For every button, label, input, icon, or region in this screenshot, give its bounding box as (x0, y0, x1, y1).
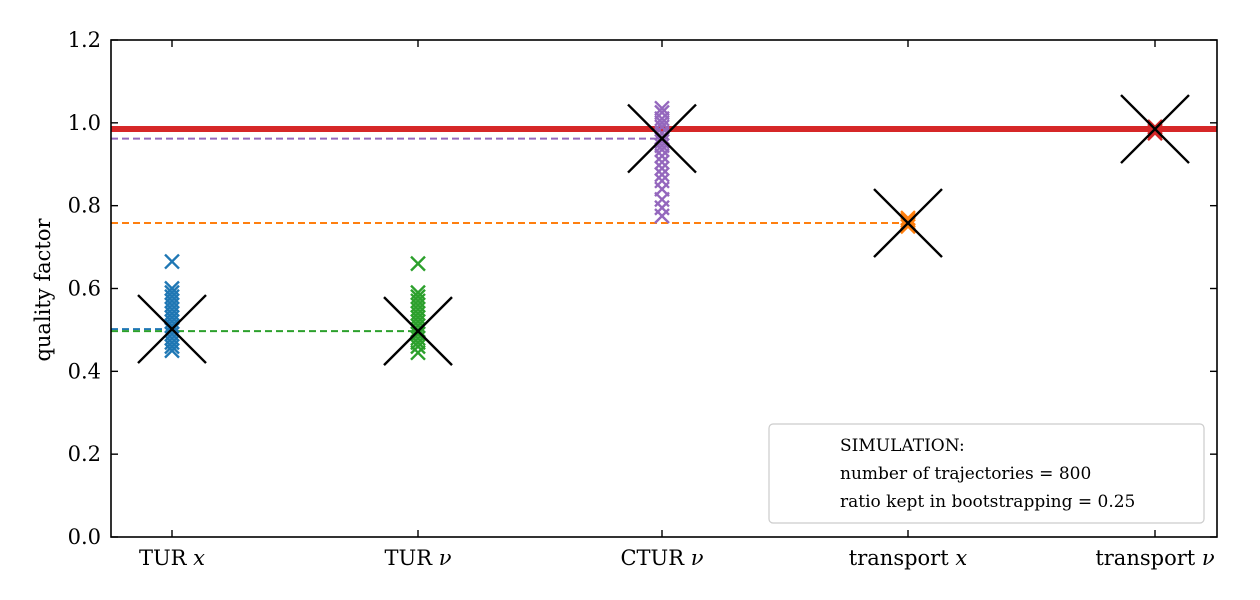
mean-marker-5 (1120, 94, 1190, 164)
sample-marker-4-5-stroke-b (900, 218, 916, 235)
sample-marker-3-13-stroke-b (654, 160, 670, 177)
x-tick-label-var-3: ν (691, 546, 704, 570)
x-tick-label-4: transport x (849, 546, 968, 570)
x-tick-label-text-2: TUR (385, 546, 439, 570)
sample-marker-3-10-stroke-b (654, 141, 670, 158)
sample-marker-2-1-stroke-b (410, 255, 426, 272)
mean-marker-1 (137, 294, 207, 364)
y-tick-label-6: 1.0 (68, 111, 101, 135)
sample-marker-3-13 (654, 160, 670, 177)
mean-marker-2-stroke-b (383, 296, 453, 367)
legend-line-3: ratio kept in bootstrapping = 0.25 (840, 492, 1135, 512)
sample-marker-1-1-stroke-b (164, 253, 180, 270)
sample-marker-1-17-stroke-b (164, 342, 180, 359)
y-tick-label-2: 0.2 (68, 442, 101, 466)
x-tick-label-3: CTUR ν (620, 546, 703, 570)
y-tick-label-3: 0.4 (68, 359, 101, 383)
mean-marker-4-stroke-b (873, 188, 943, 258)
mean-marker-1-stroke-b (137, 294, 207, 364)
sample-marker-3-19 (654, 208, 670, 224)
sample-marker-1-17 (164, 342, 180, 359)
y-tick-label-7: 1.2 (68, 28, 101, 52)
sample-marker-3-14 (654, 166, 670, 183)
mean-marker-2 (383, 296, 453, 367)
y-tick-label-1: 0.0 (68, 525, 101, 549)
legend-frame (768, 423, 1205, 524)
sample-marker-2-15 (410, 338, 426, 355)
sample-marker-5-3-stroke-b (1147, 123, 1163, 139)
legend-line-1: SIMULATION: (840, 436, 965, 456)
x-tick-label-2: TUR ν (385, 546, 452, 570)
sample-marker-4-2 (900, 212, 916, 229)
x-tick-label-text-3: CTUR (620, 546, 690, 570)
sample-marker-5-1-stroke-b (1147, 119, 1163, 135)
x-tick-label-var-4: x (955, 546, 967, 570)
x-tick-label-var-2: ν (439, 546, 452, 570)
x-tick-label-text-4: transport (849, 546, 956, 570)
x-tick-label-var-1: x (193, 546, 205, 570)
sample-marker-3-10 (654, 141, 670, 158)
sample-marker-4-5 (900, 218, 916, 235)
sample-marker-5-3 (1147, 123, 1163, 139)
sample-marker-5-4 (1147, 125, 1163, 142)
y-tick-label-5: 0.8 (68, 194, 101, 218)
x-tick-label-5: transport ν (1095, 546, 1215, 570)
mean-marker-3-stroke-b (627, 103, 697, 174)
sample-marker-1-1 (164, 253, 180, 270)
sample-marker-3-12 (654, 154, 670, 171)
sample-marker-2-16 (410, 344, 426, 361)
sample-marker-1-16 (164, 338, 180, 355)
sample-marker-3-19-stroke-b (654, 208, 670, 224)
sample-marker-3-12-stroke-b (654, 154, 670, 171)
mean-marker-4 (873, 188, 943, 258)
sample-marker-2-1 (410, 255, 426, 272)
sample-marker-4-2-stroke-b (900, 212, 916, 229)
y-axis-label: quality factor (31, 218, 55, 362)
x-tick-label-text-5: transport (1095, 546, 1202, 570)
sample-marker-2-15-stroke-b (410, 338, 426, 355)
sample-marker-3-11 (654, 148, 670, 164)
sample-marker-3-14-stroke-b (654, 166, 670, 183)
sample-marker-1-16-stroke-b (164, 338, 180, 355)
mean-marker-3 (627, 103, 697, 174)
legend-box: SIMULATION: number of trajectories = 800… (768, 423, 1205, 524)
y-tick-label-4: 0.6 (68, 277, 101, 301)
legend-line-2: number of trajectories = 800 (840, 464, 1091, 484)
sample-marker-5-4-stroke-b (1147, 125, 1163, 142)
mean-marker-5-stroke-b (1120, 94, 1190, 164)
sample-marker-2-16-stroke-b (410, 344, 426, 361)
sample-marker-3-11-stroke-b (654, 148, 670, 164)
plot-area (111, 94, 1217, 367)
x-tick-label-1: TUR x (139, 546, 205, 570)
x-tick-label-text-1: TUR (139, 546, 193, 570)
sample-marker-5-1 (1147, 119, 1163, 135)
x-tick-label-var-5: ν (1202, 546, 1215, 570)
